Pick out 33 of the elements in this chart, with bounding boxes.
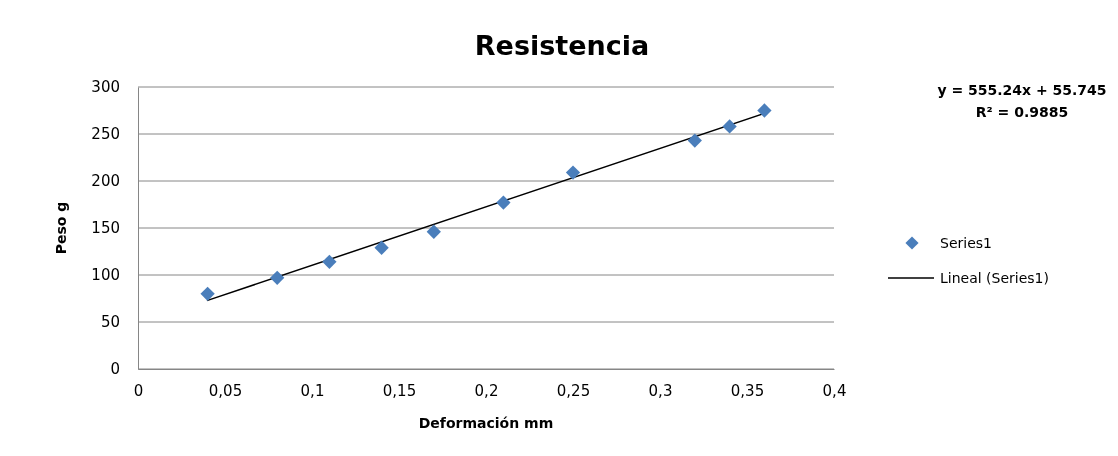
point bbox=[496, 195, 511, 210]
x-tick-label: 0 bbox=[133, 381, 144, 400]
point bbox=[322, 254, 337, 269]
y-tick-label: 150 bbox=[91, 219, 120, 238]
point bbox=[757, 103, 772, 118]
legend-label: Lineal (Series1) bbox=[940, 270, 1049, 286]
legend-label: Series1 bbox=[940, 235, 992, 251]
point bbox=[270, 270, 285, 285]
point bbox=[565, 165, 581, 180]
x-tick-label: 0,35 bbox=[730, 381, 765, 400]
point bbox=[687, 133, 702, 148]
x-tick-label: 0,3 bbox=[648, 381, 673, 400]
x-tick-label: 0,15 bbox=[382, 381, 417, 400]
point bbox=[426, 224, 441, 239]
y-tick-label: 100 bbox=[91, 266, 120, 285]
text: R² = 0.9885 bbox=[975, 104, 1069, 120]
y-tick-label: 250 bbox=[91, 125, 120, 144]
x-tick-label: 0,05 bbox=[208, 381, 243, 400]
text: y = 555.24x + 55.745 bbox=[937, 82, 1107, 98]
x-tick-label: 0,2 bbox=[474, 381, 499, 400]
y-axis-title: Peso g bbox=[53, 201, 69, 255]
y-tick-label: 200 bbox=[91, 172, 120, 191]
chart-title: Resistencia bbox=[474, 30, 650, 61]
x-axis-title: Deformación mm bbox=[418, 415, 554, 431]
y-tick-label: 300 bbox=[91, 78, 120, 97]
y-tick-label: 50 bbox=[100, 313, 120, 332]
x-tick-label: 0,4 bbox=[822, 381, 847, 400]
point bbox=[200, 286, 215, 301]
x-tick-label: 0,25 bbox=[556, 381, 591, 400]
point bbox=[374, 240, 389, 255]
x-tick-label: 0,1 bbox=[300, 381, 325, 400]
y-tick-label: 0 bbox=[110, 360, 120, 379]
point bbox=[722, 119, 737, 134]
